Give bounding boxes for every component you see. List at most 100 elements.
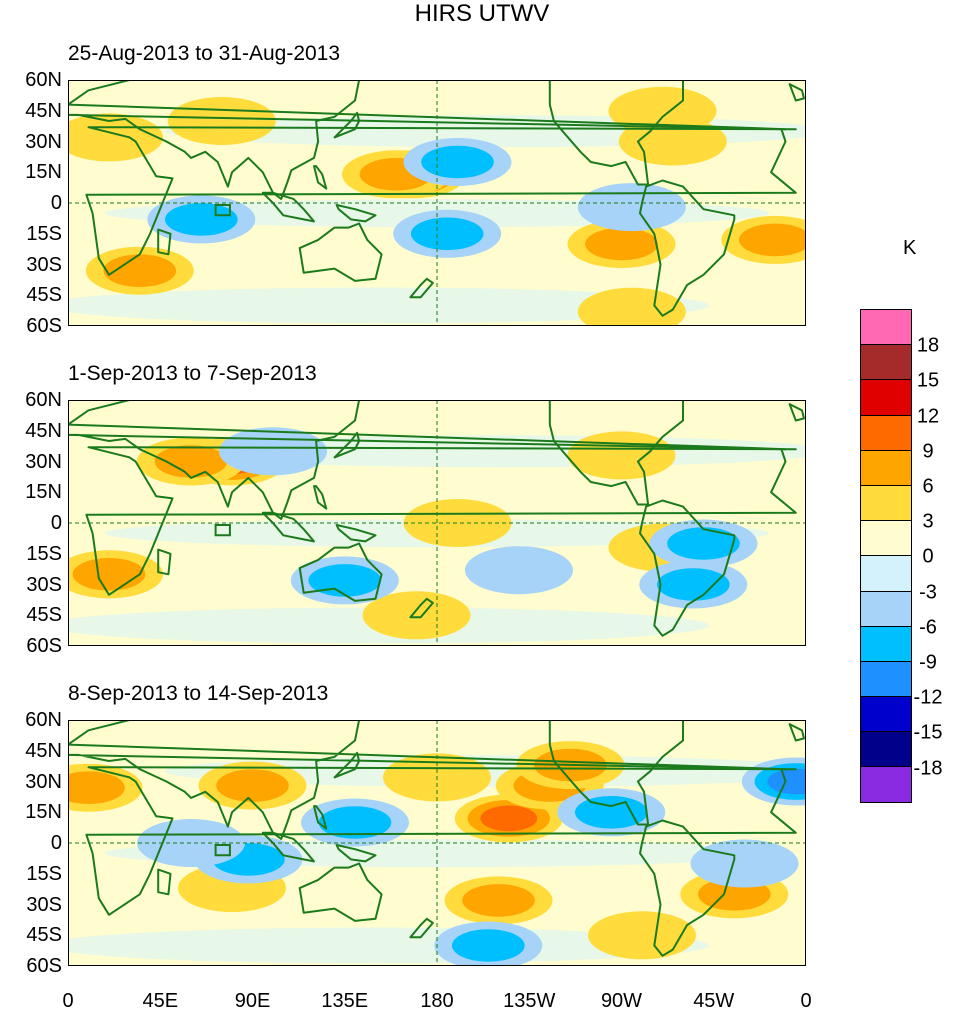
panel-1-anomaly-10-contour-1 (577, 287, 686, 326)
panel-1-anomaly-13-contour-2 (410, 217, 484, 251)
colorbar-box (860, 520, 912, 557)
panel-3-box-marker (214, 844, 231, 857)
panel-3-map (68, 720, 806, 966)
panel-3-anomaly-13-contour-3 (767, 768, 806, 795)
panel-2-lat-tick-label: 30S (26, 573, 62, 596)
panel-2-label: 1-Sep-2013 to 7-Sep-2013 (68, 362, 317, 385)
colorbar-level-label: 0 (922, 545, 934, 568)
panel-2-coastline-9 (335, 524, 377, 543)
panel-1-coastline-3 (298, 222, 383, 282)
panel-2-anomaly-4-contour-1 (403, 499, 512, 547)
colorbar-box (860, 731, 912, 768)
panel-1-coastline-1 (85, 126, 797, 276)
panel-3-coastline-9 (335, 844, 377, 863)
panel-3-coastline-10 (157, 868, 172, 896)
panel-1-map (68, 80, 806, 326)
panel-1-anomaly-4-contour-2 (585, 227, 658, 261)
panel-3-anomaly-14-contour-2 (318, 806, 392, 839)
panel-2-coastline-10 (157, 548, 172, 576)
panel-2-lat-tick-label: 15N (25, 481, 62, 504)
panel-1-lat-tick-label: 60N (25, 69, 62, 91)
panel-3-coastline-5 (639, 819, 736, 957)
lon-tick-label: 45E (142, 990, 179, 1012)
colorbar-level-label: 6 (922, 475, 934, 498)
lon-tick-label: 45W (693, 990, 735, 1012)
panel-2-lat-tick-label: 30N (25, 450, 62, 473)
panel-2-lat-tick-label: 15S (26, 542, 62, 565)
colorbar-box (860, 766, 912, 803)
colorbar-level-label: 15 (916, 369, 940, 392)
panel-3-coastline-3 (298, 862, 383, 922)
panel-2-coastline-2 (68, 400, 787, 520)
panel-2-anomaly-8-contour-1 (465, 546, 573, 595)
panel-1-anomaly-7-contour-1 (608, 86, 717, 135)
colorbar-level-label: 3 (922, 510, 934, 533)
colorbar-box (860, 379, 912, 416)
colorbar-box (860, 309, 912, 346)
panel-2-coastline-12 (409, 597, 434, 619)
panel-3-coastline-8 (313, 805, 328, 830)
colorbar-level-label: -3 (919, 581, 937, 604)
panel-3-lat-tick-label: 45S (26, 924, 62, 947)
lon-tick-label: 135W (503, 990, 556, 1012)
lon-tick-label: 0 (800, 990, 812, 1012)
panel-3-coastline-1 (85, 766, 797, 916)
colorbar-level-label: 12 (916, 405, 940, 428)
panel-3-anomaly-1-contour-3 (480, 805, 538, 832)
panel-1-anomaly-12-contour-2 (421, 145, 494, 179)
panel-2-anomaly-9-contour-2 (657, 568, 730, 601)
panel-3-background-band (68, 927, 709, 964)
colorbar-level-label: -15 (913, 721, 943, 744)
panel-2-coastline-6 (333, 431, 361, 459)
panel-3-label: 8-Sep-2013 to 14-Sep-2013 (68, 682, 329, 705)
panel-1-lat-tick-label: 30N (25, 130, 62, 153)
panel-3-coastline-6 (333, 751, 361, 779)
chart-title: HIRS UTWV (414, 0, 550, 27)
panel-3-anomaly-11-contour-2 (452, 929, 525, 962)
panel-2-box-marker (214, 524, 231, 537)
panel-3-coastline-7 (261, 831, 315, 863)
panel-1-coastline-5 (639, 179, 736, 317)
panel-2-coastline-7 (261, 511, 315, 543)
colorbar-box (860, 449, 912, 486)
panel-1-coastline-12 (409, 277, 434, 299)
panel-1-svg (68, 80, 806, 326)
colorbar-level-label: 18 (916, 334, 940, 357)
panel-2-svg (68, 400, 806, 646)
panel-1-lat-tick-label: 15N (25, 161, 62, 184)
colorbar-level-label: -9 (919, 651, 937, 674)
panel-3-coastline-2 (68, 720, 787, 840)
colorbar-level-label: -12 (913, 686, 943, 709)
panel-1-coastline-10 (157, 228, 172, 256)
colorbar-box (860, 555, 912, 592)
panel-1-coastline-11 (788, 83, 805, 102)
panel-1-anomaly-9-contour-1 (167, 97, 276, 145)
panel-2-coastline-5 (639, 499, 736, 637)
panel-2-coastline-3 (298, 542, 383, 602)
panel-2-lat-tick-label: 45S (26, 604, 62, 627)
panel-2-anomaly-6-contour-1 (362, 591, 471, 640)
panel-1-coastline-7 (261, 191, 315, 223)
panel-3-anomaly-5-contour-2 (462, 884, 535, 917)
panel-1-coastline-2 (68, 80, 787, 200)
panel-3-svg (68, 720, 806, 966)
colorbar-box (860, 696, 912, 733)
lon-tick-label: 0 (62, 990, 74, 1012)
panel-3-lat-tick-label: 15N (25, 801, 62, 824)
panel-3-lat-tick-label: 0 (50, 832, 62, 854)
panel-2-coastline-8 (313, 485, 328, 510)
panel-1-anomaly-14-contour-1 (577, 183, 686, 232)
panel-3-coastline-12 (409, 917, 434, 939)
panel-2-map (68, 400, 806, 646)
panel-1-anomaly-3-contour-2 (103, 254, 177, 287)
colorbar-box (860, 660, 912, 698)
panel-2-anomaly-7-contour-2 (308, 564, 382, 597)
panel-3-coastline-4 (548, 720, 684, 826)
panel-3-lat-tick-label: 60S (26, 955, 62, 977)
lon-tick-label: 180 (420, 990, 454, 1012)
panel-3-lat-tick-label: 60N (25, 709, 62, 731)
panel-1-coastline-9 (335, 204, 377, 223)
panel-2-lat-tick-label: 0 (50, 512, 62, 534)
panel-1-lat-tick-label: 15S (26, 222, 62, 245)
panel-1-lat-tick-label: 0 (50, 192, 62, 214)
